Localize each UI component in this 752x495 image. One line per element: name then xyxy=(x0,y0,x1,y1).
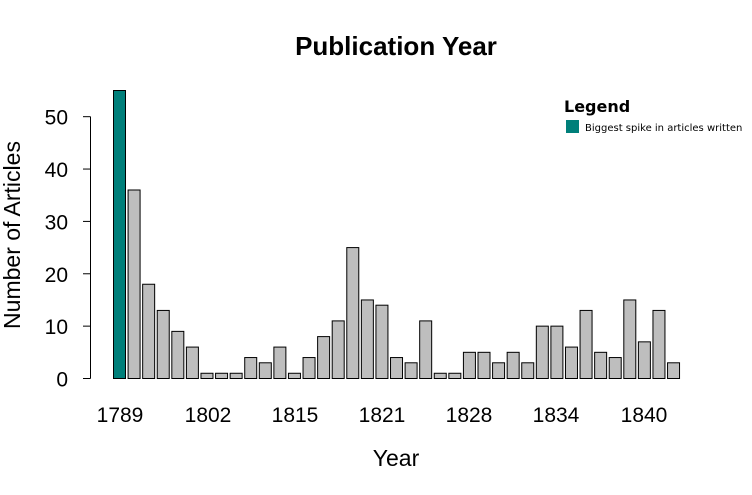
bar xyxy=(594,351,608,379)
x-axis: 1789 1802 1815 1821 1828 1834 1840 xyxy=(97,404,668,427)
x-tick-label: 1828 xyxy=(446,404,493,427)
bar xyxy=(637,341,651,380)
y-tick-label: 20 xyxy=(45,264,68,287)
legend: Legend Biggest spike in articles written xyxy=(564,97,742,134)
x-axis-label: Year xyxy=(373,445,420,471)
chart-title: Publication Year xyxy=(295,31,497,61)
bar xyxy=(200,372,214,380)
bar xyxy=(142,283,156,379)
x-tick-label: 1840 xyxy=(621,404,668,427)
bar xyxy=(535,325,549,379)
bar xyxy=(273,346,287,379)
bar xyxy=(244,357,258,379)
y-tick-label: 50 xyxy=(45,107,68,130)
x-tick-label: 1815 xyxy=(272,404,319,427)
bar xyxy=(317,336,331,380)
bar xyxy=(229,372,243,380)
bar xyxy=(448,372,462,380)
bar xyxy=(404,362,418,380)
bar xyxy=(346,247,360,379)
bar xyxy=(667,362,681,380)
y-axis-label: Number of Articles xyxy=(0,141,25,329)
bar xyxy=(506,351,520,379)
bar-highlight xyxy=(113,90,126,379)
bar xyxy=(287,372,301,380)
legend-swatch xyxy=(566,120,579,133)
bar xyxy=(521,362,535,380)
x-tick-label: 1802 xyxy=(185,404,232,427)
y-tick-label: 0 xyxy=(56,369,68,392)
bar xyxy=(185,346,199,379)
bar xyxy=(564,346,578,379)
bar xyxy=(331,320,345,379)
bar xyxy=(390,357,404,379)
bar xyxy=(375,304,389,380)
bar xyxy=(258,362,272,380)
x-tick-label: 1834 xyxy=(533,404,580,427)
bar xyxy=(623,299,637,380)
bar xyxy=(419,320,433,379)
bar xyxy=(492,362,506,380)
bar xyxy=(550,325,564,379)
legend-title: Legend xyxy=(564,97,630,116)
bar xyxy=(302,357,316,379)
bar xyxy=(127,189,141,379)
legend-entries: Biggest spike in articles written xyxy=(566,120,742,134)
y-axis: 0 10 20 30 40 50 xyxy=(45,107,91,392)
y-tick-label: 40 xyxy=(45,159,68,182)
bar xyxy=(433,372,447,380)
y-tick-label: 30 xyxy=(45,211,68,234)
x-tick-label: 1821 xyxy=(359,404,406,427)
bar xyxy=(608,357,622,379)
bar xyxy=(215,372,229,380)
bar xyxy=(652,309,666,379)
x-tick-label: 1789 xyxy=(97,404,144,427)
bar xyxy=(171,330,185,380)
bars xyxy=(113,90,681,380)
bar xyxy=(579,309,593,379)
legend-entry-label: Biggest spike in articles written xyxy=(585,123,742,134)
bar xyxy=(156,309,170,379)
bar xyxy=(462,351,476,379)
bar xyxy=(360,299,374,380)
y-tick-label: 10 xyxy=(45,316,68,339)
bar xyxy=(477,351,491,379)
